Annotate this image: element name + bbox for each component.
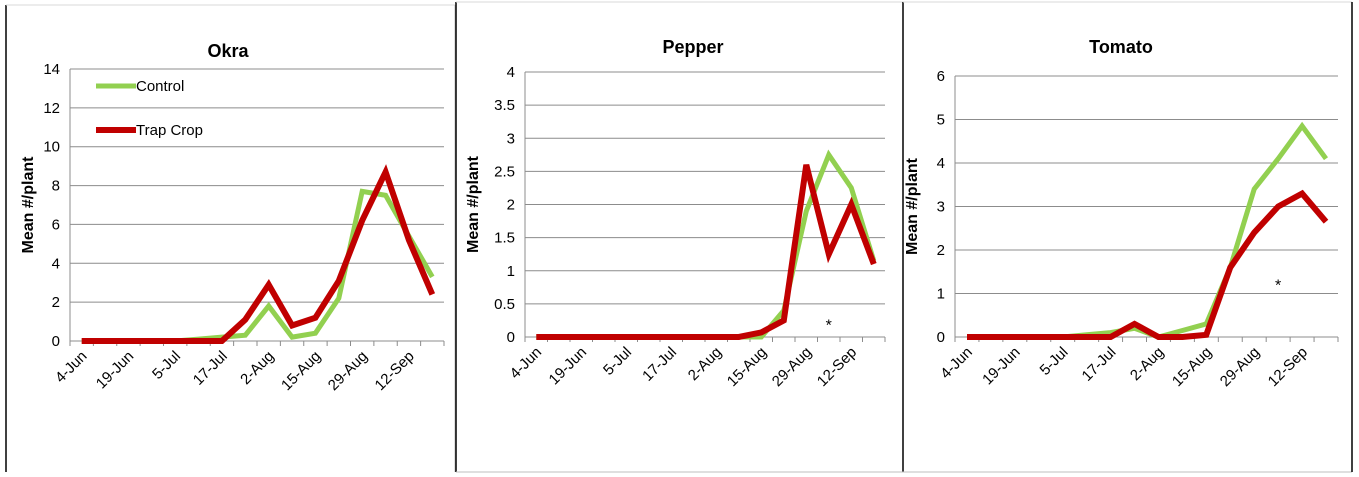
series-line-control <box>81 188 435 344</box>
y-tick-label: 6 <box>52 216 60 233</box>
x-tick-label: 5-Jul <box>149 348 184 383</box>
chart-okra: 0 2 4 6 8 10 12 14 4-Jun 19-Jun 5-Jul 17-Jul 2-Aug 15… <box>5 4 456 472</box>
chart-tomato: 0 1 2 3 4 5 6 4-Jun 19-Jun 5-Jul 17-Jul 2-Aug 15-Aug… <box>902 1 1353 472</box>
x-tick-label: 15-Aug <box>724 344 770 390</box>
y-tick-label: 0 <box>52 333 60 350</box>
y-tick-label: 6 <box>937 68 945 85</box>
y-axis-label: Mean #/plant <box>904 157 921 255</box>
x-tick-label: 4-Jun <box>937 344 976 383</box>
x-tick-label: 4-Jun <box>507 344 546 383</box>
y-tick-label: 4 <box>507 64 515 81</box>
x-tick-label: 15-Aug <box>278 348 324 394</box>
y-tick-label: 4 <box>937 155 945 172</box>
y-tick-label: 2 <box>937 242 945 259</box>
y-tick-label: 8 <box>52 178 60 195</box>
y-tick-label: 10 <box>43 139 60 156</box>
y-tick-label: 3 <box>507 130 515 147</box>
y-tick-label: 1 <box>937 286 945 303</box>
x-tick-label: 12-Sep <box>372 348 418 394</box>
y-tick-label: 12 <box>43 100 60 117</box>
y-tick-label: 2 <box>507 197 515 214</box>
series-line-trap-crop <box>536 164 877 340</box>
legend-label: Trap Crop <box>136 122 203 139</box>
chart-title: Okra <box>207 41 249 61</box>
y-tick-label: 3 <box>937 199 945 216</box>
y-tick-label: 14 <box>43 61 60 78</box>
y-tick-label: 5 <box>937 112 945 129</box>
y-tick-label: 1 <box>507 263 515 280</box>
series-line-control <box>536 149 877 340</box>
chart-pepper: 00.511.522.533.544-Jun 19-Jun 5-Jul 17-Jul 2… <box>455 1 904 472</box>
y-axis-label: Mean #/plant <box>465 155 482 253</box>
significance-marker: * <box>826 317 832 334</box>
x-tick-label: 2-Aug <box>237 348 277 388</box>
x-tick-label: 5-Jul <box>600 344 635 379</box>
x-tick-label: 19-Jun <box>979 344 1023 388</box>
x-tick-label: 2-Aug <box>1127 344 1167 384</box>
y-tick-label: 0.5 <box>494 296 515 313</box>
x-tick-label: 29-Aug <box>1217 344 1263 390</box>
x-tick-label: 15-Aug <box>1169 344 1215 390</box>
series-line-trap-crop <box>81 164 436 344</box>
significance-marker: * <box>1275 278 1281 295</box>
x-tick-label: 12-Sep <box>1265 344 1311 390</box>
series-line-trap-crop <box>967 189 1329 340</box>
y-tick-label: 2 <box>52 294 60 311</box>
y-tick-label: 3.5 <box>494 97 515 114</box>
x-tick-label: 2-Aug <box>685 344 725 384</box>
x-tick-label: 5-Jul <box>1037 344 1072 379</box>
x-tick-label: 17-Jul <box>639 344 680 385</box>
x-tick-label: 19-Jun <box>93 348 137 392</box>
y-tick-label: 0 <box>937 329 945 346</box>
x-tick-label: 29-Aug <box>769 344 815 390</box>
y-tick-label: 0 <box>507 329 515 346</box>
x-tick-label: 29-Aug <box>325 348 371 394</box>
x-tick-label: 17-Jul <box>190 348 231 389</box>
x-tick-label: 19-Jun <box>546 344 590 388</box>
series-line-control <box>967 121 1329 340</box>
y-tick-label: 2.5 <box>494 163 515 180</box>
y-tick-label: 1.5 <box>494 230 515 247</box>
chart-title: Tomato <box>1089 37 1153 57</box>
x-tick-label: 4-Jun <box>52 348 91 387</box>
chart-title: Pepper <box>662 37 723 57</box>
y-axis-label: Mean #/plant <box>20 156 37 254</box>
x-tick-label: 17-Jul <box>1079 344 1120 385</box>
y-tick-label: 4 <box>52 255 60 272</box>
x-tick-label: 12-Sep <box>814 344 860 390</box>
legend-label: Control <box>136 78 184 95</box>
